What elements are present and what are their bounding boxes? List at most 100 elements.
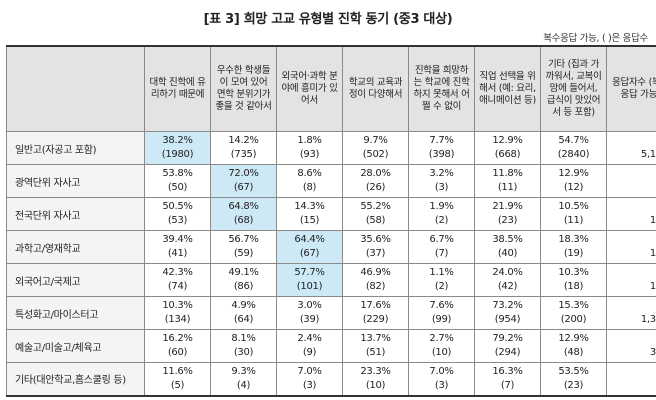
data-cell: 9.3% (4) (210, 362, 277, 397)
cell-count: (99) (431, 314, 452, 325)
data-cell: 53.8% (50) (144, 164, 211, 198)
data-cell: 35.6% (37) (342, 230, 409, 264)
cell-percent: 4.9% (231, 300, 256, 311)
cell-count: (53) (167, 215, 188, 226)
data-cell: 7.7% (398) (408, 131, 475, 165)
data-cell: 16.3% (7) (474, 362, 541, 397)
data-cell: 7.0% (3) (276, 362, 343, 397)
table-row: 특성화고/마이스터고 10.3% (134) 4.9% (64) 3.0% (39) 17.6… (6, 296, 656, 330)
row-label: 기타(대안학교,홈스쿨링 등) (6, 362, 145, 397)
data-cell: 10.3% (134) (144, 296, 211, 330)
cell-percent: 13.7% (360, 333, 391, 344)
data-cell: 11.8% (11) (474, 164, 541, 198)
cell-count: (4) (236, 379, 251, 391)
respondent-count: 43 (606, 362, 656, 397)
respondent-count: 105 (606, 197, 656, 231)
cell-percent: 57.7% (294, 267, 325, 278)
data-cell: 16.2% (60) (144, 329, 211, 363)
data-cell: 38.2% (1980) (144, 131, 211, 165)
cell-count: (5) (170, 379, 185, 391)
cell-count: (2) (434, 281, 449, 292)
cell-percent: 16.2% (162, 333, 193, 344)
cell-count: (39) (299, 314, 320, 325)
cell-percent: 11.8% (492, 168, 523, 179)
data-cell: 18.3% (19) (540, 230, 607, 264)
cell-count: (200) (560, 314, 587, 325)
cell-count: (101) (296, 281, 323, 292)
cell-percent: 10.5% (558, 201, 589, 212)
data-cell: 12.9% (48) (540, 329, 607, 363)
data-cell: 8.1% (30) (210, 329, 277, 363)
cell-count: (42) (497, 281, 518, 292)
cell-percent: 79.2% (492, 333, 523, 344)
cell-count: (15) (299, 215, 320, 226)
cell-count: (82) (365, 281, 386, 292)
cell-count: (10) (431, 347, 452, 358)
cell-percent: 46.9% (360, 267, 391, 278)
cell-percent: 50.5% (162, 201, 193, 212)
header-row: 대학 진학에 유리하기 때문에 우수한 학생들이 모여 있어 면학 분위기가 좋… (6, 45, 656, 132)
cell-percent: 11.6% (162, 365, 193, 377)
cell-percent: 17.6% (360, 300, 391, 311)
cell-percent: 15.3% (558, 300, 589, 311)
cell-count: (7) (434, 248, 449, 259)
cell-count: (294) (494, 347, 521, 358)
data-cell: 7.6% (99) (408, 296, 475, 330)
data-cell: 54.7% (2840) (540, 131, 607, 165)
table-row: 외국어고/국제고 42.3% (74) 49.1% (86) 57.7% (101) 46.9… (6, 263, 656, 297)
data-cell: 57.7% (101) (276, 263, 343, 297)
data-cell: 72.0% (67) (210, 164, 277, 198)
cell-percent: 1.9% (429, 201, 454, 212)
cell-percent: 28.0% (360, 168, 391, 179)
data-cell: 3.2% (3) (408, 164, 475, 198)
cell-count: (229) (362, 314, 389, 325)
column-header: 우수한 학생들이 모여 있어 면학 분위기가 좋을 것 같아서 (210, 45, 277, 132)
cell-percent: 7.0% (297, 365, 322, 377)
cell-percent: 54.7% (558, 135, 589, 146)
cell-count: (11) (497, 182, 518, 193)
data-cell: 50.5% (53) (144, 197, 211, 231)
data-cell: 28.0% (26) (342, 164, 409, 198)
cell-count: (502) (362, 149, 389, 160)
row-label: 광역단위 자사고 (6, 164, 145, 198)
cell-count: (3) (302, 379, 317, 391)
cell-count: (93) (299, 149, 320, 160)
cell-count: (12) (563, 182, 584, 193)
data-cell: 8.6% (8) (276, 164, 343, 198)
respondent-count: 5,188 (606, 131, 656, 165)
cell-count: (26) (365, 182, 386, 193)
table-row: 과학고/영재학교 39.4% (41) 56.7% (59) 64.4% (67) 35.6%… (6, 230, 656, 264)
cell-count: (59) (233, 248, 254, 259)
cell-count: (1980) (161, 149, 194, 160)
data-cell: 49.1% (86) (210, 263, 277, 297)
cell-count: (60) (167, 347, 188, 358)
table-note: 복수응답 가능, ( )은 응답수 (543, 33, 648, 44)
data-cell: 39.4% (41) (144, 230, 211, 264)
cell-percent: 7.0% (429, 365, 454, 377)
column-header: 응답자수 (복수응답 가능) (606, 45, 656, 132)
respondent-count: 104 (606, 230, 656, 264)
cell-count: (9) (302, 347, 317, 358)
cell-count: (68) (233, 215, 254, 226)
data-cell: 23.3% (10) (342, 362, 409, 397)
column-header: 대학 진학에 유리하기 때문에 (144, 45, 211, 132)
data-cell: 73.2% (954) (474, 296, 541, 330)
table-row: 전국단위 자사고 50.5% (53) 64.8% (68) 14.3% (15) 55.2%… (6, 197, 656, 231)
cell-percent: 7.6% (429, 300, 454, 311)
cell-count: (37) (365, 248, 386, 259)
cell-percent: 35.6% (360, 234, 391, 245)
survey-table: 대학 진학에 유리하기 때문에 우수한 학생들이 모여 있어 면학 분위기가 좋… (6, 45, 656, 397)
cell-percent: 1.8% (297, 135, 322, 146)
table-row: 예술고/미술고/체육고 16.2% (60) 8.1% (30) 2.4% (9) 13.7%… (6, 329, 656, 363)
cell-percent: 53.8% (162, 168, 193, 179)
data-cell: 3.0% (39) (276, 296, 343, 330)
cell-count: (2) (434, 215, 449, 226)
column-header: 진학을 희망하는 학교에 진학하지 못해서 어쩔 수 없이 (408, 45, 475, 132)
data-cell: 6.7% (7) (408, 230, 475, 264)
cell-count: (67) (233, 182, 254, 193)
data-cell: 11.6% (5) (144, 362, 211, 397)
cell-count: (668) (494, 149, 521, 160)
cell-percent: 56.7% (228, 234, 259, 245)
data-cell: 1.9% (2) (408, 197, 475, 231)
cell-count: (58) (365, 215, 386, 226)
